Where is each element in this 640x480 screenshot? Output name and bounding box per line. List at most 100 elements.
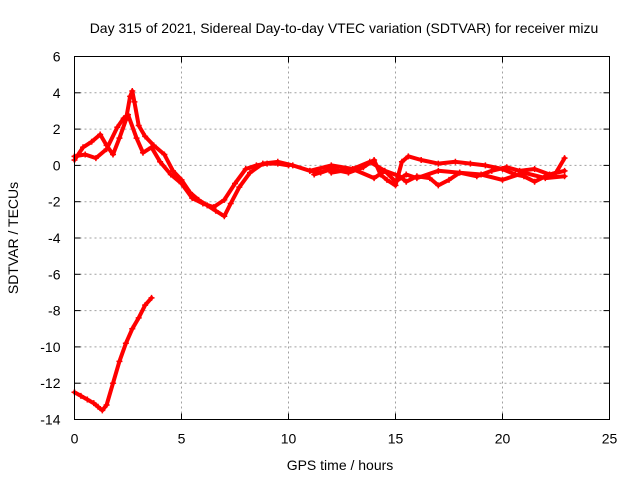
data-point — [371, 175, 378, 182]
data-point — [478, 171, 485, 178]
data-point — [242, 166, 249, 173]
y-tick-label: -12 — [40, 375, 60, 391]
data-point — [499, 176, 506, 183]
data-point — [92, 155, 99, 162]
chart-title: Day 315 of 2021, Sidereal Day-to-day VTE… — [90, 20, 599, 36]
data-point — [167, 171, 174, 178]
x-tick-label: 25 — [602, 431, 618, 447]
data-point — [503, 164, 510, 171]
data-point — [148, 294, 155, 301]
data-point — [561, 155, 568, 162]
series-sat-3 — [71, 111, 292, 211]
data-point — [435, 182, 442, 189]
data-point — [366, 158, 373, 165]
y-tick-label: -2 — [48, 194, 61, 210]
data-point — [418, 156, 425, 163]
data-point — [84, 396, 91, 403]
data-point — [161, 151, 168, 158]
data-point — [561, 167, 568, 174]
data-point — [236, 184, 243, 191]
data-point — [125, 111, 131, 118]
data-point — [253, 162, 260, 169]
data-point — [189, 195, 196, 202]
data-point — [114, 124, 121, 131]
y-tick-label: -8 — [48, 303, 61, 319]
axis-ticks: 0 5 10 15 20 25 -14 -12 -10 -8 -6 -4 -2 0 2 4 6 — [40, 49, 617, 447]
data-point — [129, 87, 136, 94]
data-point — [264, 160, 271, 167]
data-point — [452, 158, 459, 165]
data-point — [212, 207, 219, 214]
y-tick-label: 2 — [53, 121, 61, 137]
series-line — [72, 295, 154, 413]
data-point — [221, 196, 228, 203]
data-point — [306, 167, 313, 174]
data-point — [133, 135, 140, 142]
data-point — [80, 144, 87, 151]
data-point — [116, 358, 123, 365]
data-point — [311, 171, 318, 178]
data-point — [435, 160, 442, 167]
data-point — [542, 175, 549, 182]
data-point — [122, 340, 129, 347]
y-tick-label: -14 — [40, 412, 60, 428]
data-point — [328, 169, 335, 176]
data-point — [328, 162, 335, 169]
data-point — [178, 180, 185, 187]
y-tick-label: -4 — [48, 230, 61, 246]
data-point — [435, 167, 442, 174]
data-point — [103, 146, 110, 153]
data-point — [561, 173, 568, 180]
data-point — [139, 149, 146, 156]
x-tick-label: 5 — [178, 431, 186, 447]
x-tick-label: 0 — [71, 431, 79, 447]
data-point — [95, 403, 102, 410]
x-tick-label: 15 — [388, 431, 404, 447]
data-point — [446, 176, 452, 183]
data-point — [120, 115, 127, 122]
grid — [74, 56, 610, 420]
data-point — [129, 325, 136, 332]
data-point — [142, 133, 149, 140]
data-point — [398, 158, 405, 165]
data-point — [135, 314, 142, 321]
data-point — [227, 200, 234, 207]
data-point — [413, 175, 420, 182]
y-tick-label: 4 — [53, 85, 61, 101]
data-point — [274, 160, 281, 167]
data-point — [405, 153, 412, 160]
series-sat-2 — [71, 87, 335, 220]
data-series — [71, 87, 568, 414]
y-tick-label: 0 — [53, 157, 61, 173]
data-point — [426, 175, 433, 182]
data-point — [82, 151, 89, 158]
data-point — [221, 213, 228, 220]
data-point — [349, 166, 356, 173]
data-point — [482, 162, 489, 169]
data-point — [157, 158, 164, 165]
data-point — [116, 135, 123, 142]
data-point — [488, 167, 495, 174]
series-line — [329, 167, 567, 184]
data-point — [381, 167, 388, 174]
data-point — [131, 98, 138, 105]
x-tick-label: 20 — [495, 431, 511, 447]
data-point — [246, 169, 253, 176]
data-point — [110, 151, 117, 158]
data-point — [88, 138, 95, 145]
x-tick-label: 10 — [281, 431, 297, 447]
x-axis-label: GPS time / hours — [287, 457, 394, 473]
series-sat-6 — [328, 166, 568, 185]
series-sat-1 — [71, 294, 155, 414]
data-point — [403, 178, 410, 185]
data-point — [467, 160, 474, 167]
data-point — [99, 407, 106, 414]
data-point — [199, 200, 206, 207]
data-point — [371, 156, 378, 163]
y-tick-label: 6 — [53, 49, 61, 65]
data-point — [169, 167, 176, 174]
data-point — [392, 178, 399, 185]
data-point — [110, 380, 117, 387]
data-point — [142, 302, 149, 309]
